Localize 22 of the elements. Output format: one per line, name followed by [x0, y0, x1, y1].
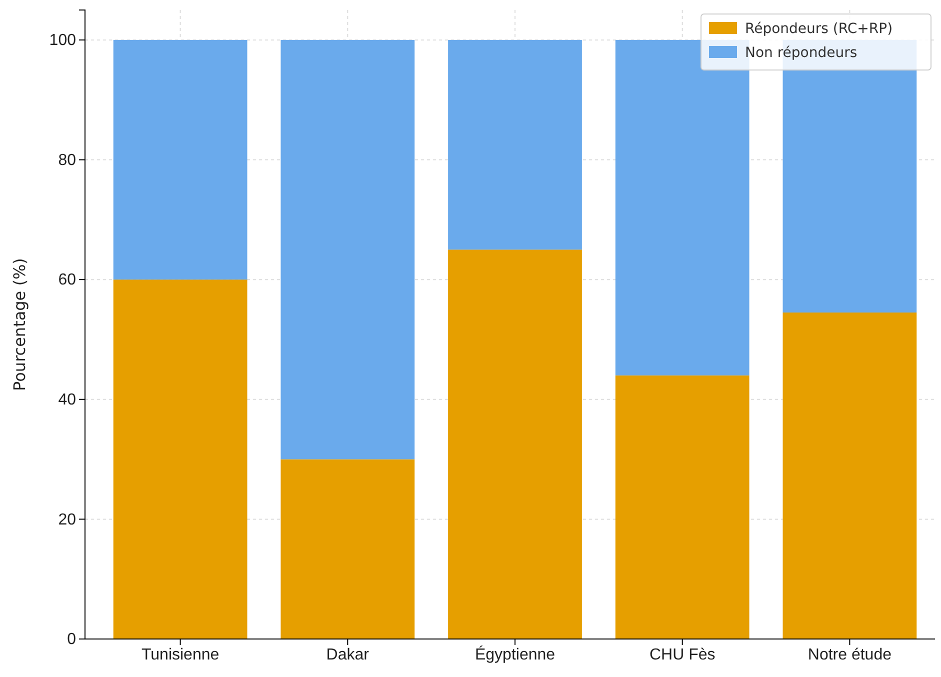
- y-tick-label: 20: [58, 511, 76, 528]
- y-tick-label: 100: [49, 32, 76, 50]
- bar: [615, 375, 750, 639]
- bar: [448, 250, 582, 639]
- bar: [782, 312, 917, 639]
- x-tick-label: Notre étude: [808, 646, 892, 664]
- legend-label: Non répondeurs: [745, 45, 858, 61]
- bar: [448, 40, 582, 250]
- x-tick-label: Dakar: [326, 646, 370, 664]
- x-tick-label: Tunisienne: [141, 646, 220, 664]
- y-tick-label: 80: [58, 152, 76, 169]
- legend-label: Répondeurs (RC+RP): [745, 21, 893, 37]
- bar: [280, 459, 415, 639]
- y-axis-title: Pourcentage (%): [10, 258, 29, 391]
- x-tick-label: CHU Fès: [649, 646, 716, 664]
- y-tick-label: 40: [58, 392, 76, 408]
- y-tick-label: 60: [58, 272, 76, 289]
- bar: [113, 280, 248, 639]
- bar: [280, 40, 415, 460]
- x-tick-label: Égyptienne: [474, 645, 556, 664]
- bar: [113, 40, 248, 280]
- y-tick-label: 0: [67, 631, 76, 648]
